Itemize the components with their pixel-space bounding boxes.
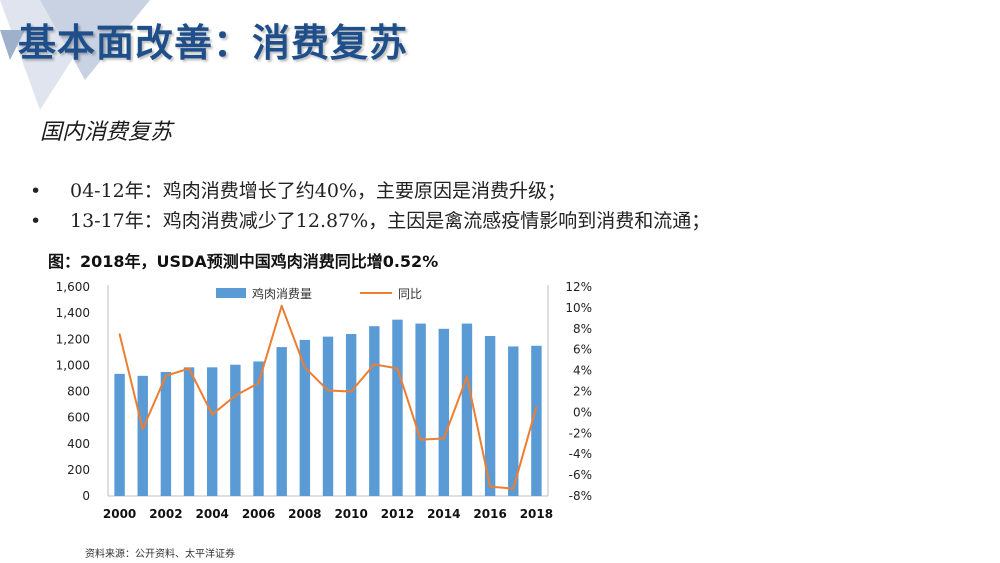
x-tick-label: 2010 xyxy=(334,507,367,521)
legend-bar-label: 鸡肉消费量 xyxy=(252,286,312,301)
bar-consumption xyxy=(392,319,403,496)
y-left-tick-label: 1,000 xyxy=(56,358,90,372)
page-title: 基本面改善：消费复苏 xyxy=(18,20,409,65)
deco-triangle-dark xyxy=(0,30,25,60)
y-right-tick-label: 12% xyxy=(565,280,592,294)
bullet-text: 04-12年：鸡肉消费增长了约40%，主要原因是消费升级； xyxy=(70,180,567,202)
yoy-point xyxy=(419,438,422,441)
yoy-point xyxy=(257,382,260,384)
yoy-point xyxy=(350,390,352,393)
y-left-tick-label: 200 xyxy=(67,463,90,477)
bar-consumption xyxy=(322,336,334,496)
x-tick-label: 2008 xyxy=(288,507,321,521)
yoy-point xyxy=(118,333,121,335)
x-tick-label: 2012 xyxy=(381,507,414,521)
figure-title: 图：2018年，USDA预测中国鸡肉消费同比增0.52% xyxy=(48,252,439,271)
x-tick-label: 2002 xyxy=(149,507,182,521)
bar-consumption xyxy=(508,346,519,496)
section-subtitle: 国内消费复苏 xyxy=(40,120,173,145)
y-right-tick-label: -4% xyxy=(569,447,592,461)
yoy-point xyxy=(188,367,190,370)
y-left-tick-label: 1,200 xyxy=(56,332,90,346)
yoy-point xyxy=(141,428,144,430)
y-right-tick-label: -6% xyxy=(569,468,592,482)
bar-consumption xyxy=(183,367,195,496)
y-left-tick-label: 800 xyxy=(67,385,90,399)
bar-consumption xyxy=(160,371,172,496)
y-left-tick-label: 1,600 xyxy=(56,280,90,294)
bar-consumption xyxy=(299,339,311,496)
bar-consumption xyxy=(345,334,357,496)
x-tick-label: 2004 xyxy=(196,507,229,521)
yoy-point xyxy=(489,485,491,488)
y-left-tick-label: 0 xyxy=(82,489,90,503)
yoy-point xyxy=(512,487,515,490)
bullet-text: 13-17年：鸡肉消费减少了12.87%，主因是禽流感疫情影响到消费和流通； xyxy=(70,210,711,232)
bullet-marker: • xyxy=(30,210,42,232)
x-tick-label: 2014 xyxy=(427,507,460,521)
bar-consumption xyxy=(276,347,287,496)
yoy-point xyxy=(280,305,283,307)
x-tick-label: 2000 xyxy=(103,507,136,521)
bar-consumption xyxy=(230,364,241,496)
bar-consumption xyxy=(438,328,449,496)
y-right-tick-label: 2% xyxy=(573,385,592,399)
y-left-tick-label: 400 xyxy=(67,437,90,451)
y-right-tick-label: -2% xyxy=(569,426,592,440)
yoy-point xyxy=(466,376,468,378)
bar-consumption xyxy=(415,323,426,496)
yoy-point xyxy=(234,394,237,397)
yoy-point xyxy=(211,413,214,416)
x-tick-label: 2016 xyxy=(473,507,506,521)
yoy-point xyxy=(327,389,329,392)
yoy-point xyxy=(165,375,167,377)
x-tick-label: 2018 xyxy=(520,507,553,521)
yoy-point xyxy=(535,406,538,408)
bar-consumption xyxy=(461,323,473,496)
deco-triangle-mid xyxy=(40,0,150,80)
yoy-point xyxy=(304,366,306,369)
legend-line-label: 同比 xyxy=(398,287,422,301)
y-right-tick-label: 6% xyxy=(573,343,592,357)
bar-consumption xyxy=(114,373,125,496)
y-right-tick-label: 8% xyxy=(573,322,592,336)
yoy-point xyxy=(442,437,445,440)
y-right-tick-label: 0% xyxy=(573,405,592,419)
y-right-tick-label: 4% xyxy=(573,364,592,378)
bullet-item: • 04-12年：鸡肉消费增长了约40%，主要原因是消费升级； xyxy=(30,176,710,206)
bullet-marker: • xyxy=(30,180,42,202)
source-note: 资料来源：公开资料、太平洋证券 xyxy=(85,549,235,560)
bullet-item: • 13-17年：鸡肉消费减少了12.87%，主因是禽流感疫情影响到消费和流通； xyxy=(30,206,710,236)
y-left-tick-label: 600 xyxy=(67,411,90,425)
y-right-tick-label: -8% xyxy=(569,489,592,503)
bar-consumption xyxy=(137,375,148,496)
yoy-point xyxy=(396,367,399,370)
y-right-tick-label: 10% xyxy=(565,301,592,315)
bar-consumption xyxy=(369,326,380,496)
y-left-tick-label: 1,400 xyxy=(56,306,90,320)
bar-consumption xyxy=(253,361,264,496)
bar-consumption xyxy=(531,345,542,496)
bullet-list: • 04-12年：鸡肉消费增长了约40%，主要原因是消费升级； • 13-17年：鸡… xyxy=(30,176,710,236)
x-tick-label: 2006 xyxy=(242,507,275,521)
bar-consumption xyxy=(207,367,218,496)
yoy-point xyxy=(373,363,376,366)
bar-consumption xyxy=(484,335,496,496)
legend-bar-swatch xyxy=(216,288,246,298)
